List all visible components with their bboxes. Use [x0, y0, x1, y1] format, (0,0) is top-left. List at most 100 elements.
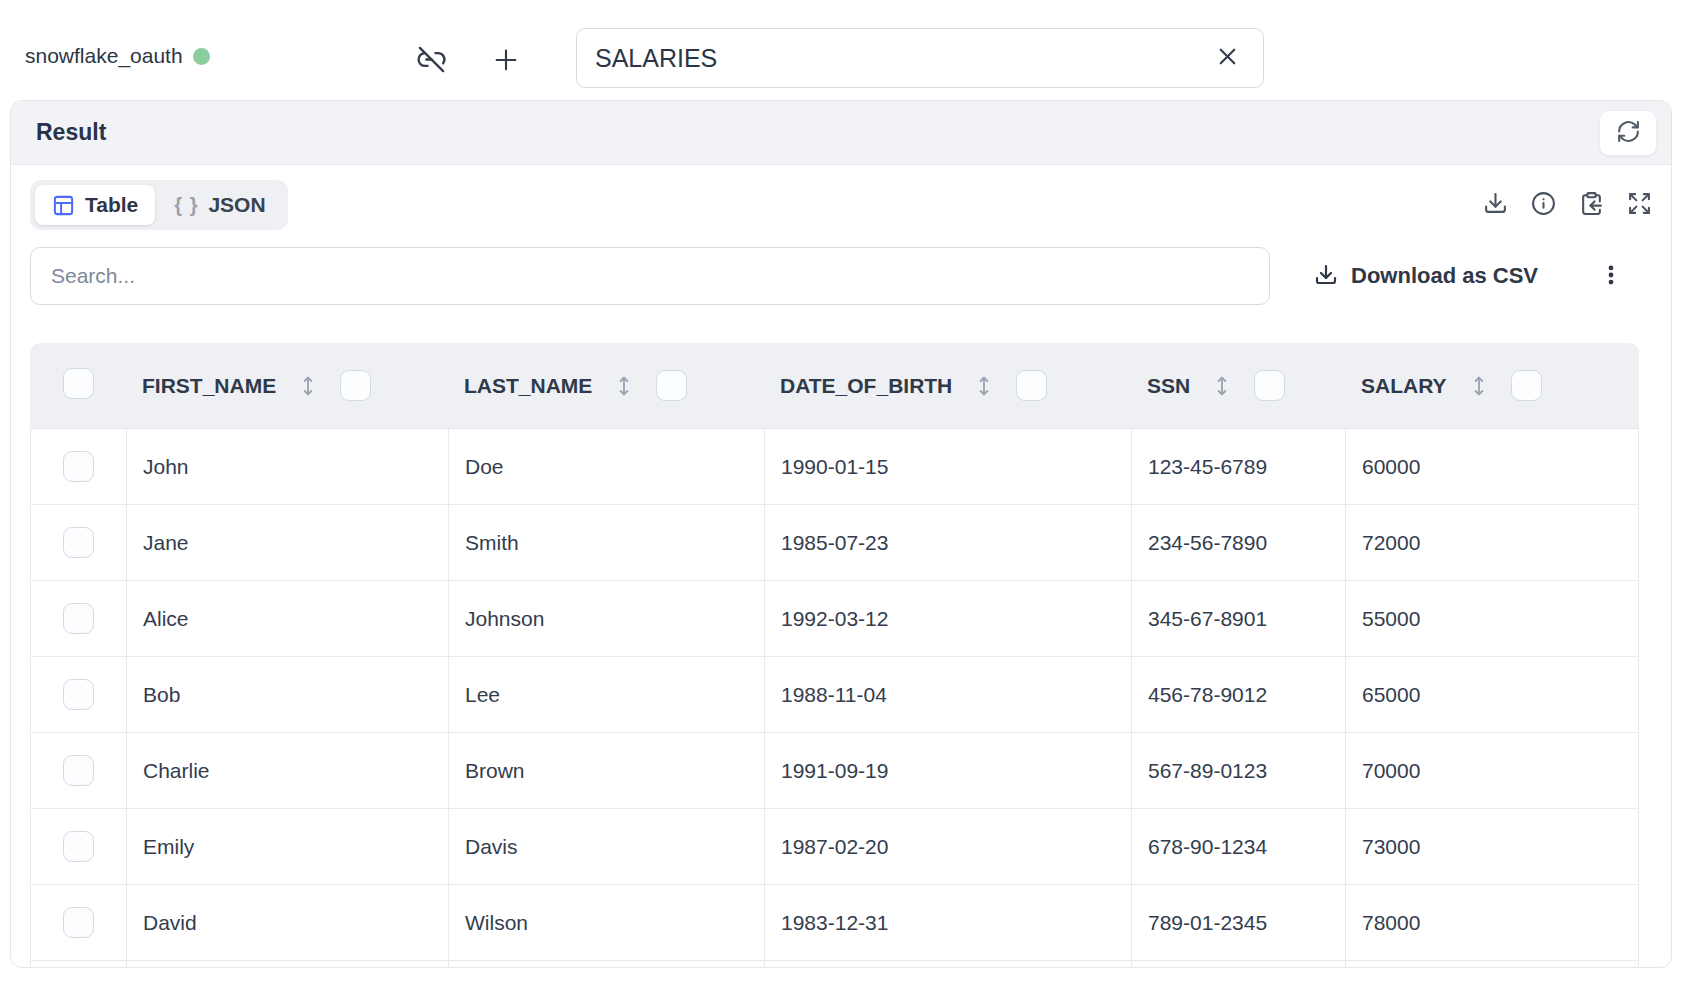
table-cell[interactable]: Wilson	[448, 885, 764, 961]
table-row: JaneSmith1985-07-23234-56-789072000	[30, 505, 1639, 581]
table-cell[interactable]: 78000	[1345, 885, 1639, 961]
column-header-salary: SALARY	[1345, 343, 1639, 429]
column-header-label: SSN	[1147, 374, 1190, 398]
copy-to-clipboard-button[interactable]	[1579, 191, 1604, 219]
table-cell[interactable]: Brown	[448, 733, 764, 809]
table-cell[interactable]: 70000	[1345, 733, 1639, 809]
result-action-icons	[1483, 191, 1652, 219]
row-checkbox[interactable]	[63, 679, 94, 710]
column-header-label: LAST_NAME	[464, 374, 592, 398]
table-cell[interactable]: Emily	[126, 809, 448, 885]
column-header-last_name: LAST_NAME	[448, 343, 764, 429]
table-name-input[interactable]	[595, 44, 1210, 73]
refresh-icon	[1616, 119, 1641, 147]
table-cell[interactable]: 123-45-6789	[1131, 429, 1345, 505]
refresh-button[interactable]	[1599, 110, 1657, 156]
download-icon	[1483, 191, 1508, 219]
table-cell[interactable]: 1988-11-04	[764, 657, 1131, 733]
table-cell[interactable]: 1992-03-12	[764, 581, 1131, 657]
table-row: JohnDoe1990-01-15123-45-678960000	[30, 429, 1639, 505]
table-cell[interactable]: John	[126, 429, 448, 505]
disconnect-button[interactable]	[412, 40, 451, 82]
row-checkbox[interactable]	[63, 755, 94, 786]
result-table: FIRST_NAME LAST_NAME DATE_OF_BIRTH SSN SALAR…	[30, 343, 1639, 968]
column-checkbox[interactable]	[1511, 370, 1542, 401]
search-input[interactable]	[30, 247, 1270, 305]
table-cell	[126, 961, 448, 968]
select-all-header	[30, 343, 126, 429]
column-checkbox[interactable]	[1254, 370, 1285, 401]
table-cell[interactable]: 72000	[1345, 505, 1639, 581]
table-row: DavidWilson1983-12-31789-01-234578000	[30, 885, 1639, 961]
more-options-button[interactable]	[1594, 258, 1628, 295]
expand-result-button[interactable]	[1627, 191, 1652, 219]
select-all-checkbox[interactable]	[63, 368, 94, 399]
table-cell	[448, 961, 764, 968]
table-cell[interactable]: 567-89-0123	[1131, 733, 1345, 809]
table-name-field	[576, 28, 1264, 88]
tab-json[interactable]: { } JSON	[157, 185, 282, 225]
table-cell[interactable]: 1983-12-31	[764, 885, 1131, 961]
table-row: EmilyDavis1987-02-20678-90-123473000	[30, 809, 1639, 885]
row-checkbox[interactable]	[63, 527, 94, 558]
tab-table[interactable]: Table	[35, 185, 155, 225]
table-cell[interactable]: Bob	[126, 657, 448, 733]
sort-icon[interactable]	[974, 373, 994, 399]
table-cell[interactable]: 1987-02-20	[764, 809, 1131, 885]
column-checkbox[interactable]	[656, 370, 687, 401]
plus-icon	[490, 44, 522, 79]
table-cell[interactable]: Johnson	[448, 581, 764, 657]
table-cell[interactable]: 1990-01-15	[764, 429, 1131, 505]
table-cell[interactable]: Lee	[448, 657, 764, 733]
row-checkbox[interactable]	[63, 831, 94, 862]
table-cell	[764, 961, 1131, 968]
sort-icon[interactable]	[298, 373, 318, 399]
table-cell[interactable]: 65000	[1345, 657, 1639, 733]
download-csv-label: Download as CSV	[1351, 263, 1538, 289]
result-info-button[interactable]	[1531, 191, 1556, 219]
table-cell[interactable]: 345-67-8901	[1131, 581, 1345, 657]
column-header-label: DATE_OF_BIRTH	[780, 374, 952, 398]
table-header-row: FIRST_NAME LAST_NAME DATE_OF_BIRTH SSN SALAR…	[30, 343, 1639, 429]
table-row-partial	[30, 961, 1639, 968]
table-cell[interactable]: Charlie	[126, 733, 448, 809]
column-checkbox[interactable]	[340, 370, 371, 401]
table-cell[interactable]: 1991-09-19	[764, 733, 1131, 809]
table-row: BobLee1988-11-04456-78-901265000	[30, 657, 1639, 733]
table-cell[interactable]: Doe	[448, 429, 764, 505]
connection-indicator[interactable]: snowflake_oauth	[25, 44, 210, 68]
download-result-button[interactable]	[1483, 191, 1508, 219]
column-header-label: SALARY	[1361, 374, 1447, 398]
row-checkbox[interactable]	[63, 451, 94, 482]
tab-table-label: Table	[85, 193, 138, 217]
table-row: CharlieBrown1991-09-19567-89-012370000	[30, 733, 1639, 809]
row-select-cell	[30, 581, 126, 657]
table-cell[interactable]: Jane	[126, 505, 448, 581]
column-header-label: FIRST_NAME	[142, 374, 276, 398]
table-cell[interactable]: Alice	[126, 581, 448, 657]
connection-status-dot	[193, 48, 210, 65]
column-header-first_name: FIRST_NAME	[126, 343, 448, 429]
table-cell[interactable]: 73000	[1345, 809, 1639, 885]
table-cell[interactable]: 60000	[1345, 429, 1639, 505]
sort-icon[interactable]	[1469, 373, 1489, 399]
table-cell[interactable]: Davis	[448, 809, 764, 885]
row-checkbox[interactable]	[63, 603, 94, 634]
column-checkbox[interactable]	[1016, 370, 1047, 401]
add-tab-button[interactable]	[486, 40, 526, 83]
table-cell[interactable]: 234-56-7890	[1131, 505, 1345, 581]
table-cell[interactable]: 1985-07-23	[764, 505, 1131, 581]
clear-table-button[interactable]	[1210, 39, 1245, 77]
top-bar: snowflake_oauth	[0, 0, 1682, 100]
table-cell[interactable]: Smith	[448, 505, 764, 581]
table-cell[interactable]: 678-90-1234	[1131, 809, 1345, 885]
sort-icon[interactable]	[614, 373, 634, 399]
row-select-cell	[30, 505, 126, 581]
table-cell[interactable]: 456-78-9012	[1131, 657, 1345, 733]
row-checkbox[interactable]	[63, 907, 94, 938]
table-cell[interactable]: 789-01-2345	[1131, 885, 1345, 961]
sort-icon[interactable]	[1212, 373, 1232, 399]
table-cell[interactable]: David	[126, 885, 448, 961]
download-csv-button[interactable]: Download as CSV	[1314, 263, 1538, 290]
table-cell[interactable]: 55000	[1345, 581, 1639, 657]
